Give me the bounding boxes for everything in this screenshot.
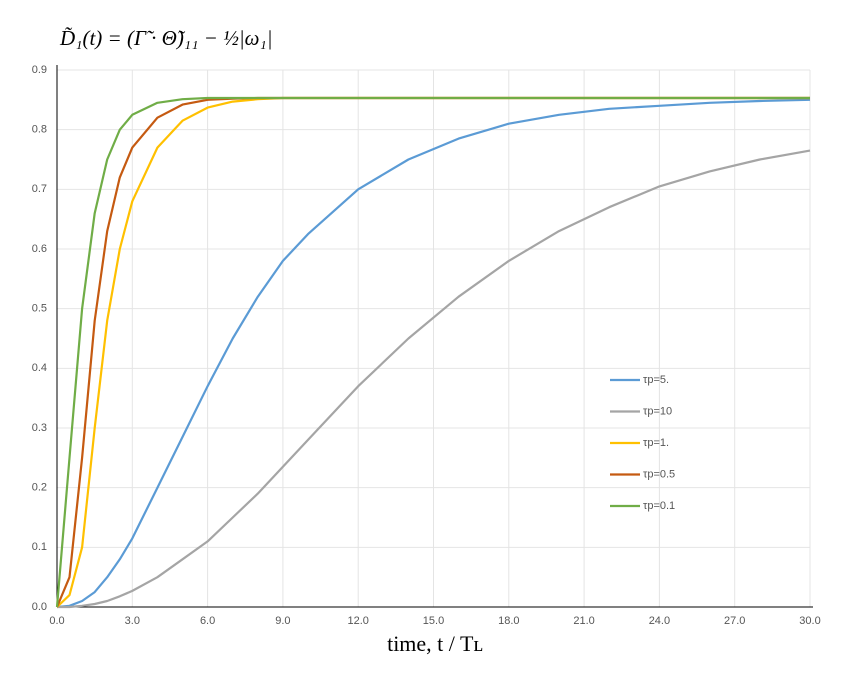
- chart-title: D̃₁(t) = (Γ̃ · Θ̃)₁₁ − ½|ω₁|: [59, 26, 273, 50]
- legend-label: τp=10: [643, 405, 672, 417]
- legend-label: τp=0.1: [643, 500, 675, 512]
- x-tick-label: 3.0: [125, 615, 140, 627]
- x-tick-label: 27.0: [724, 615, 745, 627]
- series-line: [55, 96, 810, 608]
- y-tick-label: 0.8: [32, 124, 47, 136]
- y-tick-label: 0.7: [32, 183, 47, 195]
- series-line: [56, 98, 811, 609]
- x-tick-label: 12.0: [347, 615, 368, 627]
- y-tick-label: 0.2: [32, 482, 47, 494]
- legend-label: τp=1.: [643, 437, 669, 449]
- y-tick-label: 0.4: [32, 362, 47, 374]
- series-line: [57, 149, 811, 609]
- y-tick-label: 0.3: [32, 422, 47, 434]
- legend-label: τp=5.: [643, 374, 669, 386]
- y-tick-label: 0.9: [32, 64, 47, 76]
- y-tick-label: 0.6: [32, 243, 47, 255]
- x-tick-label: 30.0: [799, 615, 820, 627]
- x-tick-label: 24.0: [649, 615, 670, 627]
- x-tick-label: 6.0: [200, 615, 215, 627]
- x-tick-label: 21.0: [573, 615, 594, 627]
- y-tick-label: 0.0: [32, 601, 47, 613]
- x-tick-label: 18.0: [498, 615, 519, 627]
- x-tick-label: 0.0: [49, 615, 64, 627]
- legend-label: τp=0.5: [643, 468, 675, 480]
- y-tick-label: 0.1: [32, 541, 47, 553]
- x-tick-label: 15.0: [423, 615, 444, 627]
- x-tick-label: 9.0: [275, 615, 290, 627]
- y-tick-label: 0.5: [32, 303, 47, 315]
- x-axis-label: time, t / Tʟ: [387, 631, 483, 656]
